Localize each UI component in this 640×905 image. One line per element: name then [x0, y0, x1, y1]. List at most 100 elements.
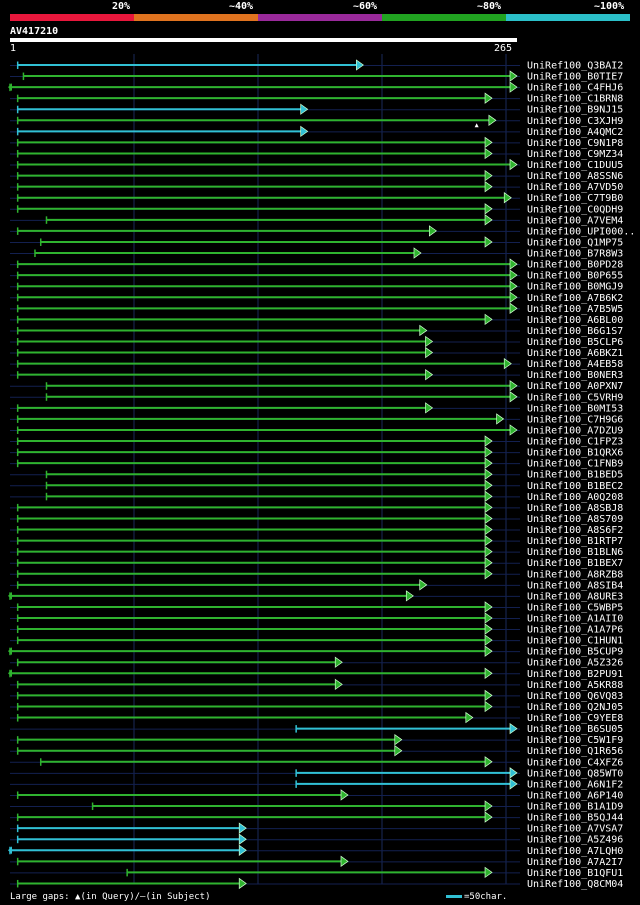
- hit-label[interactable]: UniRef100_A5KR88: [527, 680, 623, 691]
- hit-label[interactable]: UniRef100_A7A2I7: [527, 857, 623, 868]
- hit-label[interactable]: UniRef100_C1BRN8: [527, 94, 623, 105]
- hit-label[interactable]: UniRef100_C4XFZ6: [527, 757, 623, 768]
- hit-label[interactable]: UniRef100_B0PD28: [527, 260, 623, 271]
- hit-label[interactable]: UniRef100_B5CLP6: [527, 337, 623, 348]
- hit-label[interactable]: UniRef100_B1A1D9: [527, 802, 623, 813]
- hit-label[interactable]: UniRef100_C1FPZ3: [527, 437, 623, 448]
- hit-arrowhead: [334, 656, 343, 668]
- hit-label[interactable]: UniRef100_A6N1F2: [527, 779, 623, 790]
- hit-label[interactable]: UniRef100_A8SIB4: [527, 580, 623, 591]
- hit-arrowhead: [425, 402, 434, 414]
- hit-label[interactable]: UniRef100_C0QDH9: [527, 204, 623, 215]
- hit-label[interactable]: UniRef100_C5W1F9: [527, 735, 623, 746]
- hit-label[interactable]: UniRef100_B1BED5: [527, 470, 623, 481]
- hit-label[interactable]: UniRef100_A6P140: [527, 790, 623, 801]
- hit-label[interactable]: UniRef100_B0P655: [527, 271, 623, 282]
- legend-label-40: ~40%: [229, 1, 254, 12]
- hit-label[interactable]: UniRef100_A0Q208: [527, 492, 623, 503]
- hit-label[interactable]: UniRef100_C7T9B0: [527, 193, 623, 204]
- hit-label[interactable]: UniRef100_A1A7P6: [527, 625, 623, 636]
- hit-label[interactable]: UniRef100_Q1R656: [527, 746, 623, 757]
- hit-arrowhead: [484, 501, 493, 514]
- hit-label[interactable]: UniRef100_A0PXN7: [527, 381, 623, 392]
- hit-label[interactable]: UniRef100_B7R8W3: [527, 249, 623, 260]
- hit-label[interactable]: UniRef100_B0MGJ9: [527, 282, 623, 293]
- hit-label[interactable]: UniRef100_C9MZ34: [527, 149, 623, 160]
- hit-label[interactable]: UniRef100_C7H9G6: [527, 414, 623, 425]
- legend-label-60: ~60%: [353, 1, 378, 12]
- hit-label[interactable]: UniRef100_Q2NJ05: [527, 702, 623, 713]
- hit-label[interactable]: UniRef100_A8S709: [527, 514, 623, 525]
- hit-label[interactable]: UniRef100_A7VEM4: [527, 215, 623, 226]
- hit-label[interactable]: UniRef100_C5VRH9: [527, 392, 623, 403]
- hit-label[interactable]: UniRef100_B1QFU1: [527, 868, 623, 879]
- hit-label[interactable]: UniRef100_B5CUP9: [527, 647, 623, 658]
- hit-label[interactable]: UniRef100_C5WBP5: [527, 602, 623, 613]
- hit-label[interactable]: UniRef100_B0NER3: [527, 370, 623, 381]
- hit-label[interactable]: UniRef100_Q6VQ83: [527, 691, 623, 702]
- query-gap-mark: [474, 123, 479, 128]
- hit-label[interactable]: UniRef100_B0MI53: [527, 403, 623, 414]
- hit-label[interactable]: UniRef100_A8SBJ8: [527, 503, 623, 514]
- hit-label[interactable]: UniRef100_A1AII0: [527, 614, 623, 625]
- hit-arrowhead: [484, 756, 493, 768]
- hit-arrowhead: [509, 391, 518, 403]
- hit-arrowhead: [340, 789, 349, 801]
- hit-label[interactable]: UniRef100_A8SSN6: [527, 171, 623, 182]
- hit-label[interactable]: UniRef100_B1RTP7: [527, 536, 623, 547]
- hit-label[interactable]: UniRef100_B1QRX6: [527, 448, 623, 459]
- legend-swatch-60: [258, 14, 382, 21]
- hit-label[interactable]: UniRef100_C1DUU5: [527, 160, 623, 171]
- hit-label[interactable]: UniRef100_A6BL00: [527, 315, 623, 326]
- hit-label[interactable]: UniRef100_Q8CM04: [527, 879, 623, 890]
- hit-left-arrow: [8, 669, 12, 678]
- hit-label[interactable]: UniRef100_Q85WT0: [527, 768, 623, 779]
- hit-label[interactable]: UniRef100_C4FHJ6: [527, 83, 623, 94]
- hit-arrowhead: [465, 711, 474, 724]
- query-start-label: 1: [10, 43, 17, 54]
- hit-label[interactable]: UniRef100_A7VSA7: [527, 824, 623, 835]
- hit-label[interactable]: UniRef100_Q3BAI2: [527, 61, 623, 72]
- identity-legend: 20% ~40% ~60% ~80% ~100%: [0, 0, 640, 24]
- hit-label[interactable]: UniRef100_C1FNB9: [527, 459, 623, 470]
- hit-label[interactable]: UniRef100_A7VD50: [527, 182, 623, 193]
- hit-arrowhead: [509, 269, 518, 281]
- hit-label[interactable]: UniRef100_A6BKZ1: [527, 348, 623, 359]
- hit-label[interactable]: UniRef100_A7DZU9: [527, 425, 623, 436]
- hit-label[interactable]: UniRef100_B1BEC2: [527, 481, 623, 492]
- hit-label[interactable]: UniRef100_Q1MP75: [527, 237, 623, 248]
- hit-label[interactable]: UniRef100_B9NJ15: [527, 105, 623, 116]
- hit-arrowhead: [496, 413, 505, 425]
- hit-arrowhead: [425, 368, 434, 381]
- hit-label[interactable]: UniRef100_C9N1P8: [527, 138, 623, 149]
- hit-label[interactable]: UniRef100_B6SU05: [527, 724, 623, 735]
- hit-arrowhead: [503, 192, 512, 204]
- hit-label[interactable]: UniRef100_B1BLN6: [527, 547, 623, 558]
- hit-label[interactable]: UniRef100_A4EB58: [527, 359, 623, 370]
- hit-label[interactable]: UniRef100_A8RZB8: [527, 569, 623, 580]
- hit-label[interactable]: UniRef100_B6G1S7: [527, 326, 623, 337]
- hit-label[interactable]: UniRef100_A5Z496: [527, 835, 623, 846]
- hit-label[interactable]: UniRef100_B5QJ44: [527, 813, 623, 824]
- hit-label[interactable]: UniRef100_B2PU91: [527, 669, 623, 680]
- hit-left-arrow: [8, 647, 12, 656]
- hit-label[interactable]: UniRef100_C3XJH9: [527, 116, 623, 127]
- hit-label[interactable]: UniRef100_A8S6F2: [527, 525, 623, 536]
- hit-label[interactable]: UniRef100_C9YEE8: [527, 713, 623, 724]
- hit-label[interactable]: UniRef100_A7B5W5: [527, 304, 623, 315]
- hit-arrowhead: [484, 645, 493, 657]
- hit-arrowhead: [405, 590, 414, 602]
- hit-label[interactable]: UniRef100_A7B6K2: [527, 293, 623, 304]
- hit-label[interactable]: UniRef100_A5Z326: [527, 658, 623, 669]
- hit-arrowhead: [484, 512, 493, 525]
- hit-label[interactable]: UniRef100_C1HUN1: [527, 636, 623, 647]
- hit-label[interactable]: UniRef100_B0TIE7: [527, 72, 623, 83]
- hit-arrowhead: [484, 811, 493, 823]
- hit-label[interactable]: UniRef100_B1BEX7: [527, 558, 623, 569]
- hit-label[interactable]: UniRef100_A8URE3: [527, 591, 623, 602]
- hit-label[interactable]: UniRef100_A4QMC2: [527, 127, 623, 138]
- hit-label[interactable]: UniRef100_A7LQH0: [527, 846, 623, 857]
- hit-label[interactable]: UniRef100_UPI000..: [527, 226, 635, 237]
- hit-arrowhead: [484, 557, 493, 569]
